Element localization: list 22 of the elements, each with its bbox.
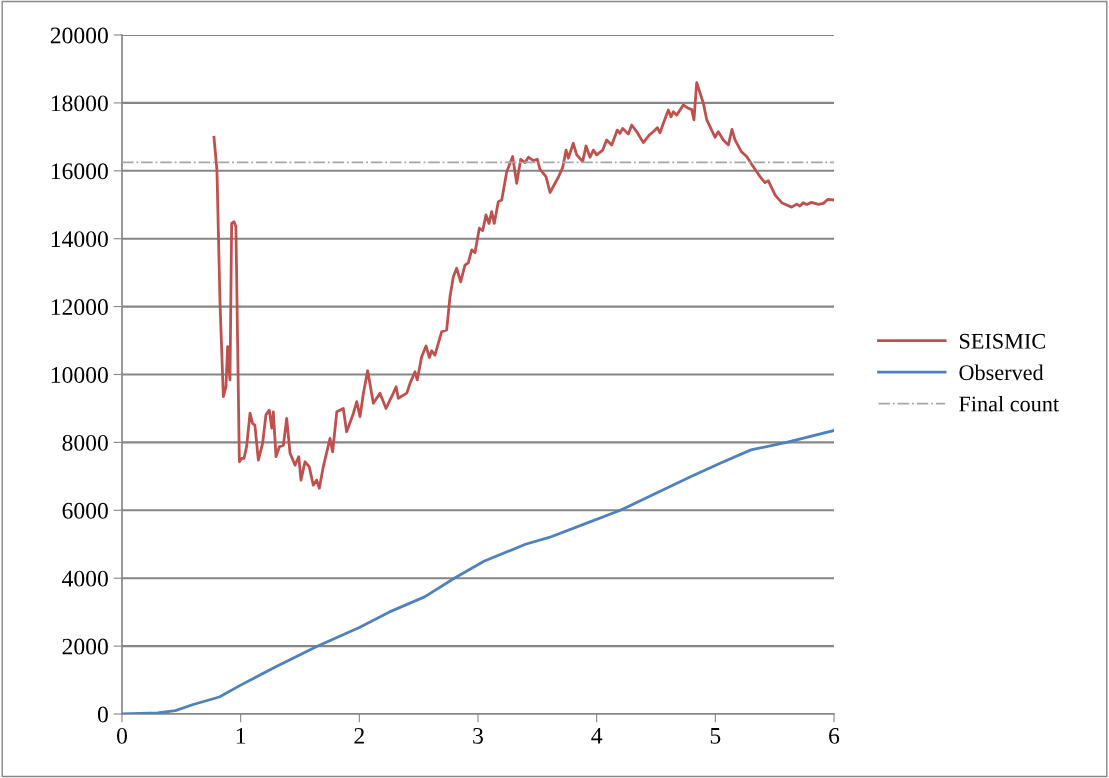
y-tick-label: 8000 [62,434,108,451]
x-tick-label: 0 [117,727,127,744]
legend-label: Observed [959,364,1044,381]
y-tick-label: 4000 [62,570,108,587]
x-tick-label: 5 [710,728,721,744]
y-tick-label: 10000 [51,366,108,383]
y-tick-label: 12000 [51,299,108,316]
legend-label: Final count [959,395,1059,412]
y-tick-label: 18000 [51,95,108,112]
x-tick-label: 1 [236,727,246,744]
x-tick-label: 4 [591,728,603,744]
x-tick-label: 6 [829,727,840,744]
y-tick-label: 6000 [62,502,108,519]
line-series [212,81,834,490]
legend-label: SEISMIC [959,333,1045,349]
y-tick-label: 20000 [50,27,108,44]
x-tick-label: 2 [354,727,364,744]
y-tick-label: 0 [97,706,108,723]
y-tick-label: 2000 [62,638,108,655]
y-tick-label: 16000 [51,163,108,180]
y-tick-label: 14000 [51,231,108,248]
x-tick-label: 3 [473,727,483,744]
